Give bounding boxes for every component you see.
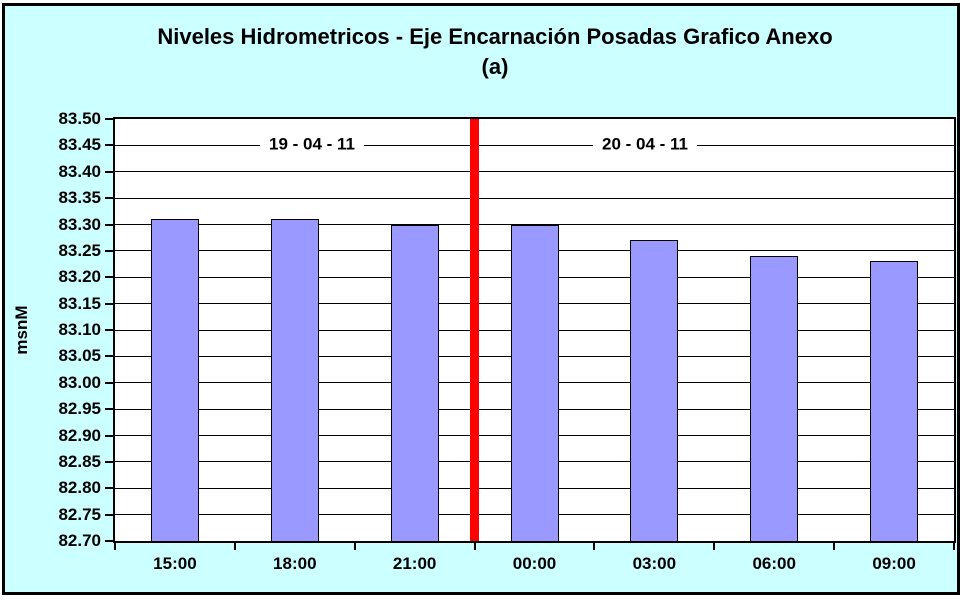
bar-21-00 (390, 224, 439, 541)
y-tick-label: 83.50 (58, 109, 101, 128)
y-tick-label: 83.45 (58, 135, 101, 155)
y-tick-label: 83.10 (58, 320, 101, 339)
bar-06-00 (750, 256, 799, 541)
bar-09-00 (870, 261, 919, 541)
y-tick-label: 83.20 (58, 267, 101, 287)
x-tick-label: 18:00 (273, 554, 317, 573)
y-tick-label: 82.70 (58, 531, 101, 550)
x-tick-label: 15:00 (153, 554, 197, 573)
x-tick-mark (473, 543, 476, 550)
x-tick-mark (233, 543, 236, 550)
plot-area: 19 - 04 - 11 20 - 04 - 11 (113, 117, 956, 543)
y-tick-mark (105, 355, 113, 358)
y-tick-mark (105, 170, 113, 173)
x-tick-mark (593, 543, 596, 550)
y-tick-label: 82.75 (58, 504, 101, 524)
y-tick-label: 82.80 (58, 478, 101, 498)
y-tick-mark (105, 434, 113, 437)
y-tick-mark (105, 487, 113, 490)
y-tick-mark (105, 460, 113, 463)
y-tick-mark (105, 329, 113, 331)
chart-subtitle: (a) (481, 54, 509, 79)
gridline (115, 197, 954, 199)
y-tick-label: 83.25 (58, 240, 101, 260)
x-tick-mark (114, 543, 116, 550)
x-tick-label: 06:00 (752, 554, 796, 573)
x-tick-mark (353, 543, 356, 550)
bar-15-00 (150, 219, 199, 541)
x-tick-label: 21:00 (392, 554, 437, 573)
x-tick-mark (713, 543, 716, 550)
y-tick-label: 83.15 (58, 293, 101, 313)
bar-00-00 (510, 224, 559, 541)
y-tick-label: 82.90 (58, 425, 101, 445)
y-tick-label: 83.30 (58, 214, 101, 234)
gridline (115, 171, 954, 173)
x-tick-label: 09:00 (872, 554, 916, 573)
chart-title: Niveles Hidrometricos - Eje Encarnación … (157, 24, 833, 49)
bar-18-00 (270, 219, 319, 541)
bar-03-00 (630, 240, 679, 541)
y-tick-mark (105, 276, 113, 279)
y-tick-mark (105, 249, 113, 252)
y-tick-mark (105, 513, 113, 516)
y-tick-mark (105, 144, 113, 147)
y-tick-mark (105, 223, 113, 226)
date-annotation-2: 20 - 04 - 11 (592, 135, 698, 156)
y-tick-mark (105, 118, 113, 120)
x-tick-label: 03:00 (632, 554, 677, 573)
gridline (115, 144, 954, 146)
y-tick-label: 83.35 (58, 188, 101, 208)
y-tick-label: 83.40 (58, 161, 101, 181)
y-tick-label: 82.95 (58, 399, 101, 419)
x-tick-label: 00:00 (512, 554, 557, 573)
x-tick-mark (953, 543, 955, 550)
day-divider-line (470, 119, 480, 541)
y-tick-label: 83.05 (58, 346, 101, 366)
y-tick-mark (105, 197, 113, 200)
y-tick-mark (105, 540, 113, 542)
y-tick-label: 82.85 (58, 451, 101, 471)
x-tick-mark (833, 543, 836, 550)
y-tick-mark (105, 408, 113, 411)
y-tick-mark (105, 381, 113, 384)
y-tick-mark (105, 302, 113, 305)
y-tick-label: 83.00 (58, 372, 101, 392)
date-annotation-1: 19 - 04 - 11 (259, 135, 365, 156)
